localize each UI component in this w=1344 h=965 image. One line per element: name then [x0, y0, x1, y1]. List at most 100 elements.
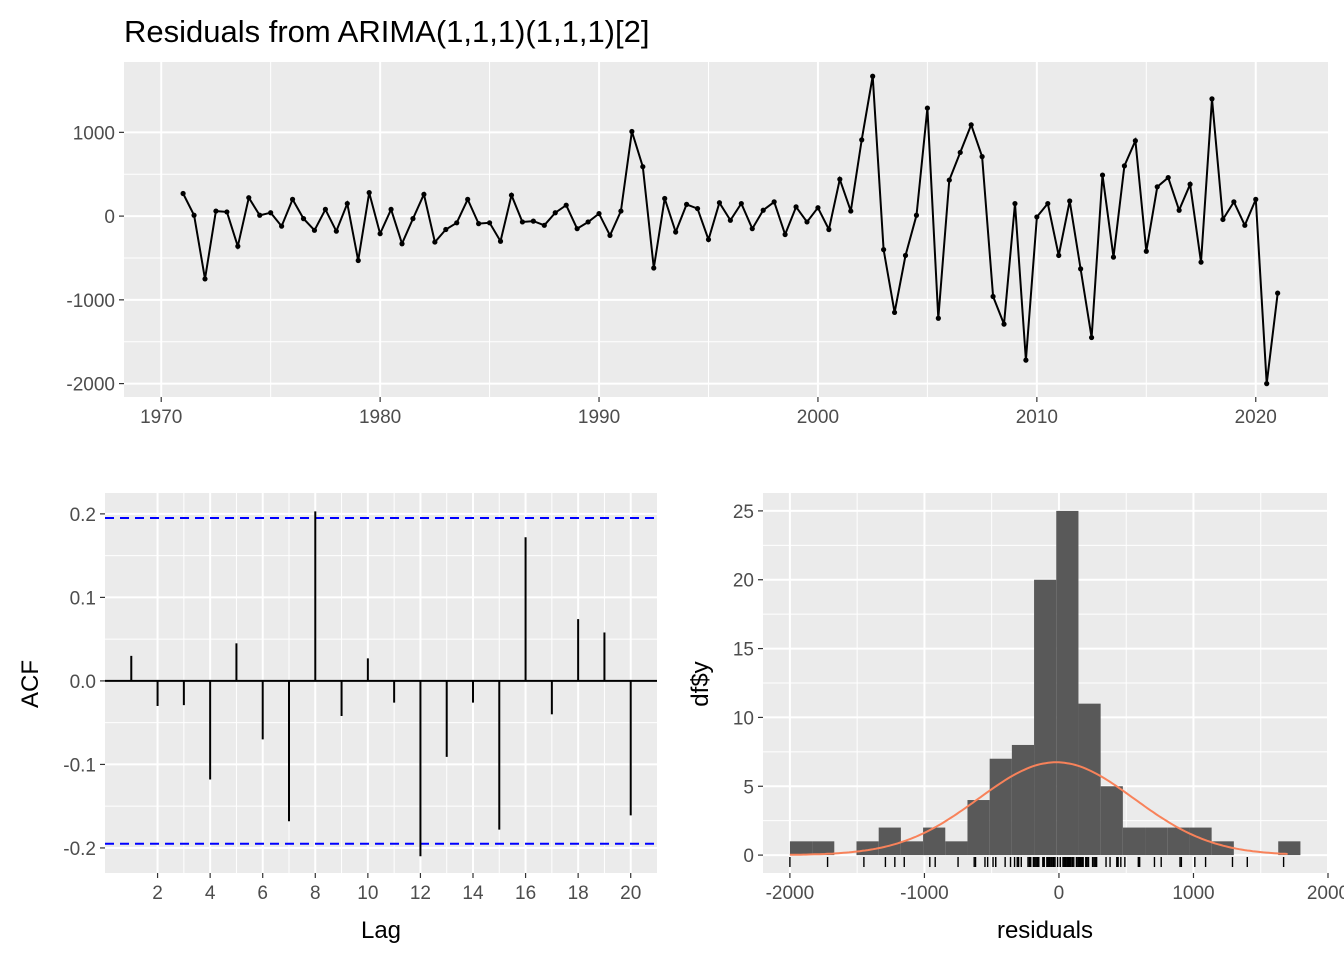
- acf-x-tick-label: 8: [310, 883, 321, 904]
- histogram-bar: [900, 841, 924, 856]
- acf-x-tick-label: 14: [462, 883, 484, 904]
- residual-point: [1056, 252, 1062, 259]
- residual-point: [891, 309, 898, 316]
- residual-point: [344, 200, 350, 207]
- residual-point: [1231, 199, 1237, 205]
- residual-point: [705, 236, 712, 243]
- residual-point: [224, 209, 230, 215]
- histogram-bar: [923, 827, 946, 856]
- acf-x-tick-label: 10: [357, 883, 378, 904]
- residual-point: [585, 219, 591, 225]
- acf-x-tick-label: 6: [257, 883, 268, 904]
- residual-point: [355, 257, 361, 264]
- residual-point: [552, 210, 558, 216]
- residual-point: [749, 226, 755, 232]
- histogram-bar: [945, 841, 968, 856]
- acf-y-tick-label: -0.2: [63, 839, 96, 860]
- residual-point: [662, 195, 668, 202]
- histogram-x-tick-label: 0: [1054, 883, 1065, 904]
- histogram-y-tick-label: 0: [743, 846, 754, 867]
- residual-point: [968, 122, 974, 128]
- histogram-bar: [812, 841, 835, 856]
- residual-point: [202, 276, 208, 282]
- residual-point: [902, 252, 909, 259]
- residuals-x-tick-label: 1990: [578, 407, 620, 428]
- residual-point: [333, 228, 339, 234]
- histogram-bar: [1056, 510, 1079, 856]
- residual-point: [946, 177, 952, 183]
- residual-point: [1198, 259, 1204, 265]
- histogram-y-tick-label: 20: [733, 571, 754, 592]
- residual-point: [716, 200, 723, 206]
- residual-point: [1209, 96, 1215, 102]
- residuals-y-tick-label: -2000: [66, 375, 115, 396]
- residual-point: [618, 208, 624, 214]
- residual-point: [1242, 222, 1248, 228]
- residual-point: [979, 154, 985, 160]
- acf-x-tick-label: 18: [568, 883, 589, 904]
- histogram-y-axis-title: df$y: [687, 661, 714, 706]
- residual-point: [213, 208, 219, 214]
- residual-point: [1275, 290, 1281, 296]
- residual-point: [257, 212, 263, 218]
- residual-point: [1165, 174, 1171, 181]
- residual-point: [279, 223, 285, 229]
- residual-point: [848, 208, 854, 214]
- residual-point: [815, 205, 821, 211]
- residual-point: [651, 265, 657, 271]
- residual-point: [1187, 181, 1193, 187]
- residual-point: [607, 232, 613, 238]
- residual-point: [913, 212, 920, 218]
- residual-point: [683, 201, 690, 207]
- chart-title: Residuals from ARIMA(1,1,1)(1,1,1)[2]: [124, 14, 649, 49]
- residual-point: [377, 231, 383, 237]
- histogram-bar: [1189, 827, 1212, 856]
- residuals-y-tick-label: -1000: [66, 291, 115, 312]
- histogram-bar: [1011, 744, 1035, 856]
- residual-point: [629, 128, 635, 135]
- residuals-x-tick-label: 2020: [1235, 407, 1277, 428]
- acf-y-tick-label: 0.2: [70, 505, 96, 526]
- acf-plot-background: [105, 493, 657, 873]
- acf-x-tick-label: 2: [152, 883, 163, 904]
- acf-x-tick-label: 12: [410, 883, 431, 904]
- histogram-bar: [1078, 703, 1101, 856]
- residual-point: [574, 226, 580, 232]
- residual-point: [1264, 381, 1270, 387]
- acf-x-tick-label: 4: [205, 883, 216, 904]
- residual-point: [870, 73, 876, 79]
- residual-point: [640, 164, 646, 170]
- residuals-x-tick-label: 2010: [1016, 407, 1058, 428]
- histogram-x-tick-label: 1000: [1172, 883, 1214, 904]
- residual-point: [388, 206, 394, 212]
- residual-point: [1012, 200, 1018, 207]
- residual-point: [1121, 163, 1128, 169]
- residual-point: [859, 137, 865, 143]
- residual-point: [694, 205, 701, 212]
- residual-point: [1110, 254, 1117, 260]
- residual-point: [519, 219, 526, 225]
- residuals-y-tick-label: 1000: [73, 123, 115, 144]
- histogram-bar: [1100, 786, 1123, 856]
- residual-point: [268, 210, 274, 216]
- residual-point: [1023, 357, 1029, 363]
- acf-x-tick-label: 20: [620, 883, 641, 904]
- acf-panel: 2 4 6 8 10 12 14 16 18 20 0.2 0.1 0.0 -0.1 -0.2: [63, 493, 657, 904]
- residual-point: [1132, 138, 1138, 144]
- acf-y-tick-label: -0.1: [63, 755, 96, 776]
- residual-point: [443, 226, 449, 233]
- histogram-bar: [1122, 827, 1146, 856]
- residual-point: [366, 190, 372, 196]
- acf-y-tick-label: 0.0: [70, 672, 96, 693]
- residual-point: [486, 220, 493, 226]
- histogram-bar: [1145, 827, 1168, 856]
- residual-point: [881, 247, 887, 253]
- acf-x-axis-title: Lag: [361, 917, 401, 944]
- histogram-y-tick-label: 15: [733, 640, 754, 661]
- histogram-y-tick-label: 5: [743, 777, 754, 798]
- histogram-x-axis-title: residuals: [997, 917, 1093, 944]
- histogram-bar: [989, 758, 1012, 856]
- histogram-bar: [1167, 827, 1190, 856]
- residual-point: [235, 243, 241, 249]
- acf-y-tick-label: 0.1: [70, 588, 96, 609]
